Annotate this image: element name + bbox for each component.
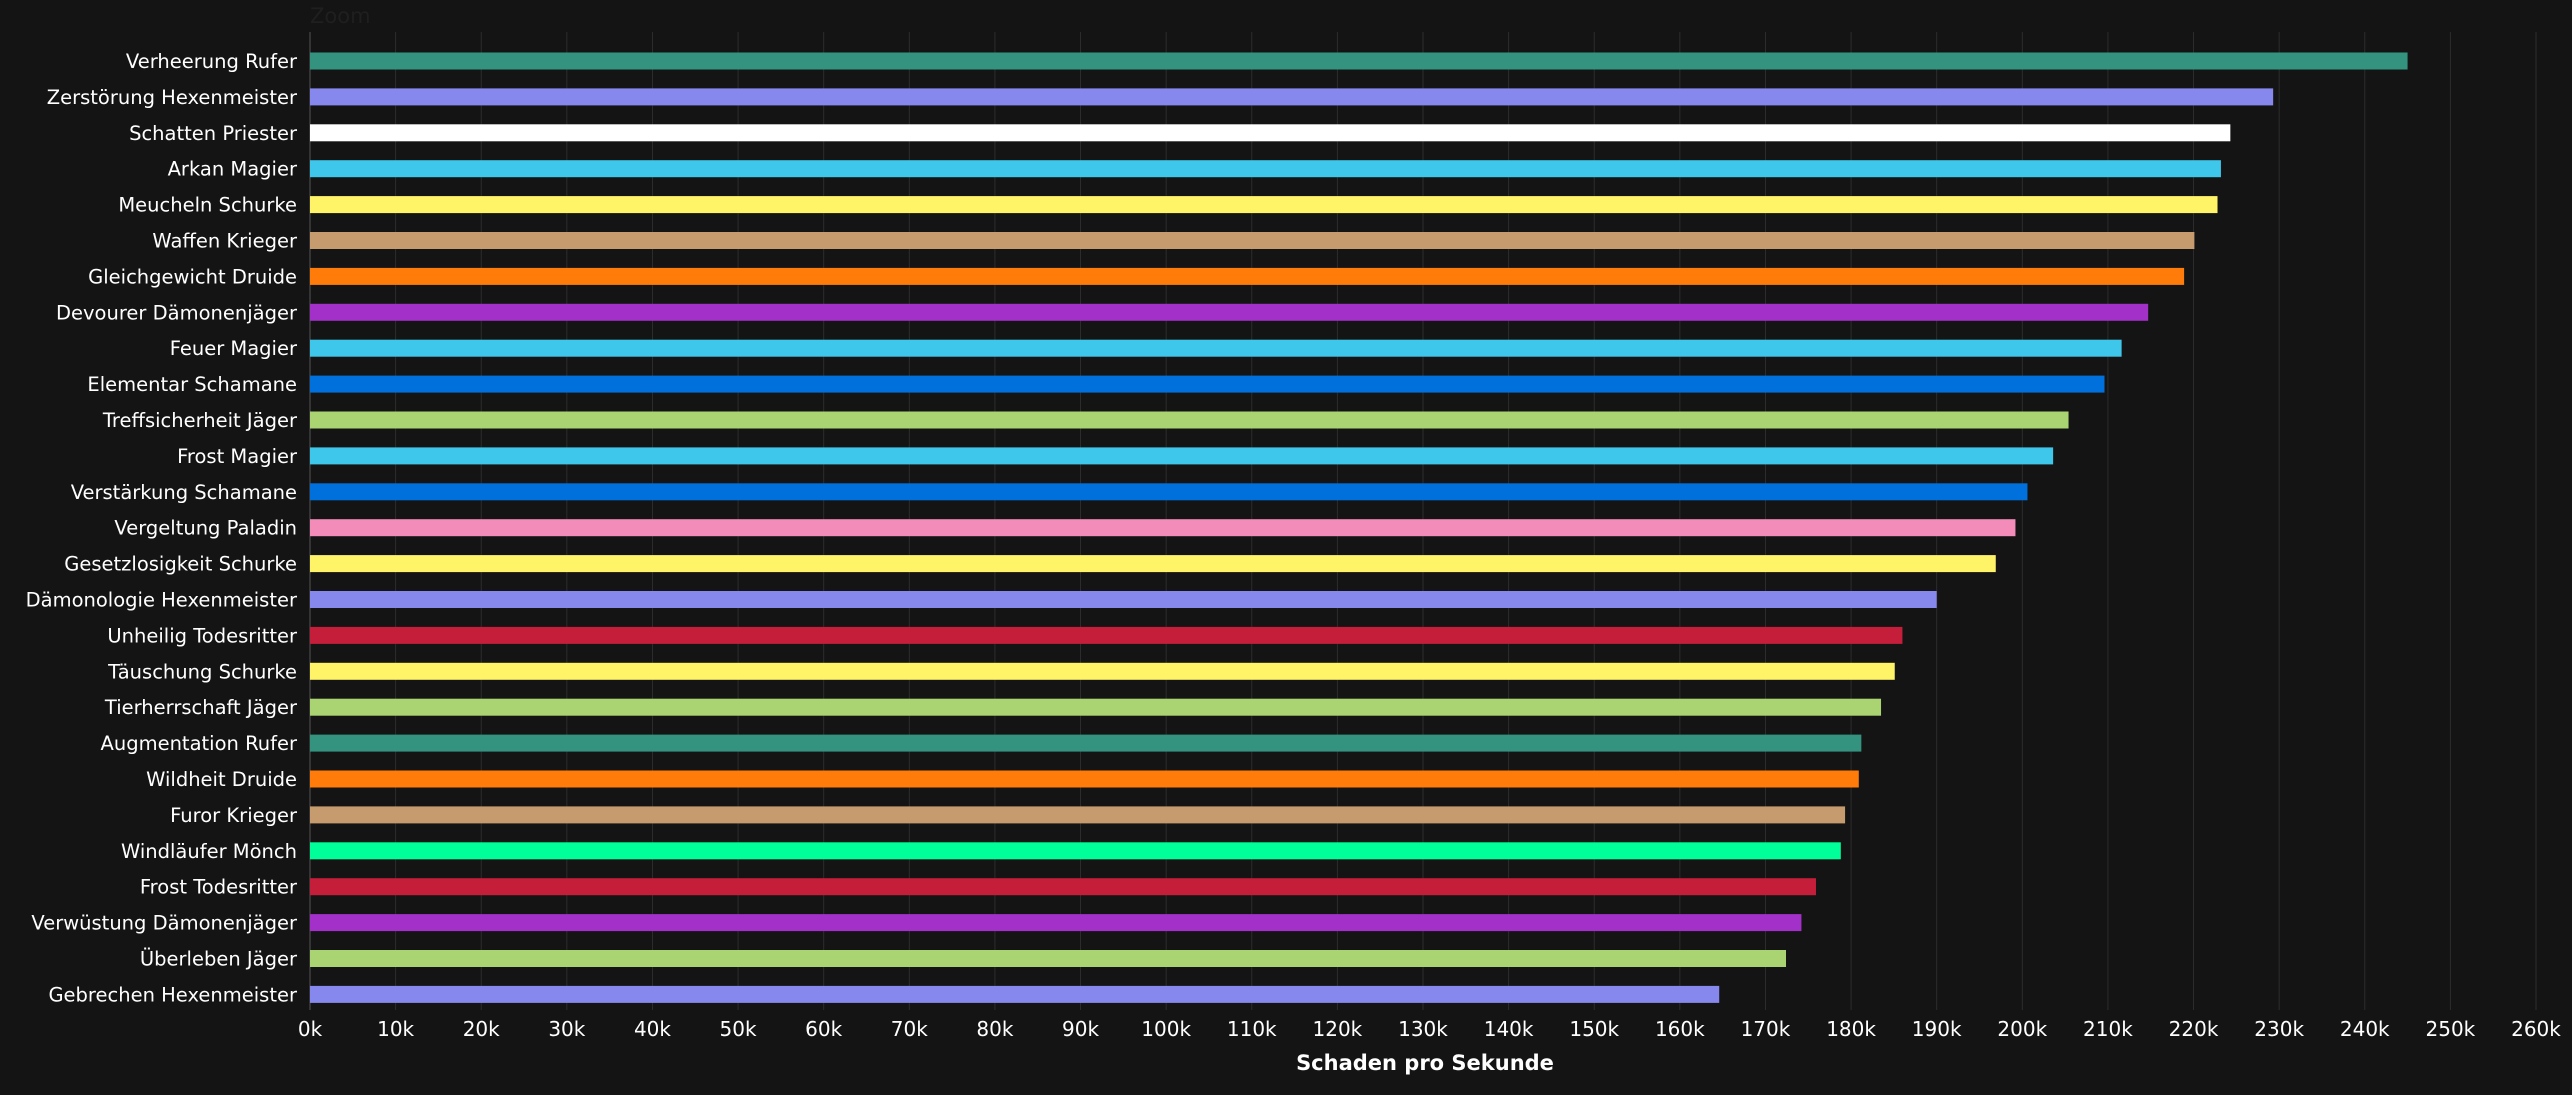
x-tick-label: 240k — [2340, 1017, 2390, 1041]
x-tick-labels: 0k 10k 20k 30k 40k 50k 60k 70k 80k 90k 100k 110k 120… — [298, 1017, 2561, 1041]
category-label: Gesetzlosigkeit Schurke — [64, 553, 297, 576]
x-tick-label: 70k — [891, 1017, 928, 1041]
category-label: Tierherrschaft Jäger — [104, 696, 298, 719]
category-label: Zerstörung Hexenmeister — [47, 86, 298, 109]
x-tick-label: 80k — [976, 1017, 1013, 1041]
bar[interactable] — [310, 447, 2054, 465]
zoom-reset-button[interactable]: Zoom — [310, 4, 371, 28]
bar[interactable] — [310, 375, 2105, 393]
bar[interactable] — [310, 806, 1846, 824]
category-label: Meucheln Schurke — [118, 194, 297, 217]
category-label: Frost Magier — [177, 445, 298, 468]
bar[interactable] — [310, 914, 1802, 932]
category-label: Vergeltung Paladin — [114, 517, 297, 540]
category-label: Elementar Schamane — [87, 373, 297, 396]
x-tick-label: 30k — [548, 1017, 585, 1041]
bars — [310, 52, 2408, 1003]
category-label: Dämonologie Hexenmeister — [26, 589, 298, 612]
x-tick-label: 150k — [1569, 1017, 1619, 1041]
bar[interactable] — [310, 770, 1859, 788]
bar[interactable] — [310, 698, 1882, 716]
category-label: Unheilig Todesritter — [107, 624, 298, 647]
category-label: Waffen Krieger — [152, 230, 298, 253]
category-label: Feuer Magier — [170, 337, 298, 360]
x-tick-label: 170k — [1741, 1017, 1791, 1041]
bar[interactable] — [310, 124, 2231, 142]
category-label: Arkan Magier — [168, 158, 298, 181]
x-tick-label: 20k — [463, 1017, 500, 1041]
category-label: Gebrechen Hexenmeister — [48, 983, 298, 1006]
bar[interactable] — [310, 842, 1841, 860]
bar[interactable] — [310, 88, 2274, 106]
bar[interactable] — [310, 303, 2149, 321]
bar[interactable] — [310, 985, 1720, 1003]
x-tick-label: 250k — [2426, 1017, 2476, 1041]
category-label: Verstärkung Schamane — [71, 481, 297, 504]
category-label: Täuschung Schurke — [107, 660, 297, 683]
x-tick-label: 100k — [1141, 1017, 1191, 1041]
x-tick-label: 220k — [2169, 1017, 2219, 1041]
category-labels: Verheerung Rufer Zerstörung Hexenmeister S… — [26, 50, 298, 1006]
category-label: Frost Todesritter — [140, 876, 298, 899]
bar[interactable] — [310, 52, 2408, 70]
x-tick-label: 180k — [1826, 1017, 1876, 1041]
bar[interactable] — [310, 878, 1816, 896]
bar[interactable] — [310, 483, 2028, 501]
bar[interactable] — [310, 519, 2016, 537]
category-label: Augmentation Rufer — [101, 732, 298, 755]
bar[interactable] — [310, 662, 1895, 680]
bar[interactable] — [310, 626, 1903, 644]
x-tick-label: 40k — [634, 1017, 671, 1041]
x-tick-label: 260k — [2511, 1017, 2561, 1041]
x-tick-label: 90k — [1062, 1017, 1099, 1041]
bar[interactable] — [310, 950, 1787, 967]
category-label: Devourer Dämonenjäger — [56, 301, 298, 324]
category-label: Treffsicherheit Jäger — [102, 409, 298, 432]
x-tick-label: 0k — [298, 1017, 323, 1041]
x-tick-label: 200k — [1997, 1017, 2047, 1041]
x-tick-label: 140k — [1484, 1017, 1534, 1041]
category-label: Wildheit Druide — [146, 768, 297, 791]
x-tick-label: 50k — [720, 1017, 757, 1041]
x-tick-label: 10k — [377, 1017, 414, 1041]
category-label: Schatten Priester — [129, 122, 298, 145]
category-label: Windläufer Mönch — [121, 840, 297, 863]
x-tick-label: 210k — [2083, 1017, 2133, 1041]
bar[interactable] — [310, 160, 2221, 178]
x-axis-title: Schaden pro Sekunde — [1296, 1051, 1554, 1075]
x-tick-label: 160k — [1655, 1017, 1705, 1041]
bar[interactable] — [310, 591, 1937, 608]
bar[interactable] — [310, 232, 2195, 249]
bar[interactable] — [310, 196, 2218, 214]
bar[interactable] — [310, 267, 2185, 285]
category-label: Verwüstung Dämonenjäger — [31, 912, 298, 935]
x-tick-label: 110k — [1227, 1017, 1277, 1041]
x-tick-label: 190k — [1912, 1017, 1962, 1041]
bar[interactable] — [310, 339, 2122, 357]
x-tick-label: 230k — [2254, 1017, 2304, 1041]
bar[interactable] — [310, 734, 1862, 752]
category-label: Gleichgewicht Druide — [88, 265, 297, 288]
x-tick-label: 120k — [1313, 1017, 1363, 1041]
category-label: Furor Krieger — [170, 804, 298, 827]
x-tick-label: 60k — [805, 1017, 842, 1041]
bar[interactable] — [310, 411, 2069, 429]
category-label: Überleben Jäger — [140, 948, 298, 971]
category-label: Verheerung Rufer — [126, 50, 298, 73]
x-tick-label: 130k — [1398, 1017, 1448, 1041]
bar[interactable] — [310, 555, 1996, 573]
